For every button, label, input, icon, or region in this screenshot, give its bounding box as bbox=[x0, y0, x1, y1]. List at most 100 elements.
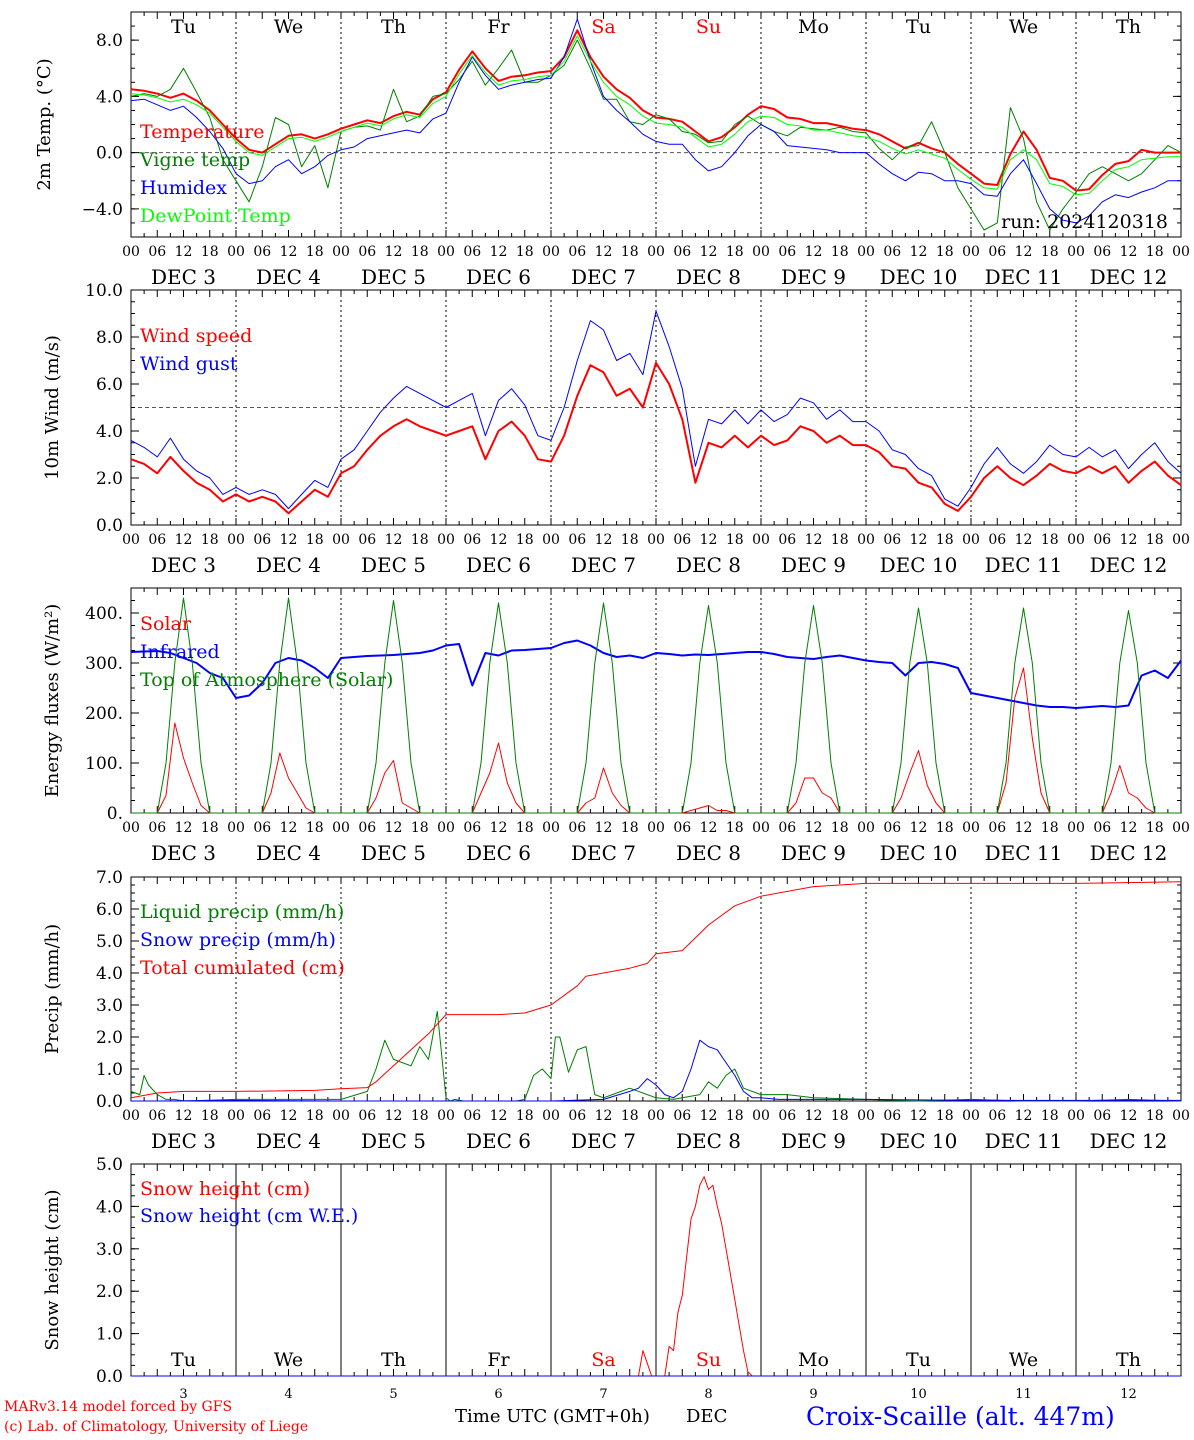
hour-tick-label: 00 bbox=[332, 244, 350, 260]
y-axis-title: Energy fluxes (W/m²) bbox=[42, 604, 63, 798]
hour-tick-label: 06 bbox=[883, 244, 901, 260]
hour-tick-label: 00 bbox=[437, 1108, 455, 1124]
hour-tick-label: 06 bbox=[883, 532, 901, 548]
hour-tick-label: 18 bbox=[201, 244, 219, 260]
hour-tick-label: 06 bbox=[463, 244, 481, 260]
legend-entry: Wind gust bbox=[140, 353, 238, 375]
time-axis-title: Time UTC (GMT+0h) bbox=[455, 1406, 650, 1427]
hour-tick-label: 06 bbox=[778, 820, 796, 836]
date-label: DEC 6 bbox=[466, 841, 531, 865]
hour-tick-label: 18 bbox=[411, 820, 429, 836]
precipitation-panel: 0.0 1.0 2.0 3.0 4.0 5.0 6.0 7.0 Precip (mm/h) 00 0… bbox=[42, 868, 1190, 1153]
legend-entry: Wind speed bbox=[140, 325, 252, 347]
date-label: DEC 7 bbox=[571, 1129, 636, 1153]
weekday-label: Mo bbox=[798, 16, 829, 38]
hour-tick-label: 12 bbox=[385, 820, 403, 836]
hour-tick-label: 00 bbox=[857, 820, 875, 836]
hour-tick-label: 00 bbox=[962, 1108, 980, 1124]
y-tick-label: 4.0 bbox=[96, 87, 123, 107]
hour-tick-label: 12 bbox=[175, 244, 193, 260]
hour-tick-label: 06 bbox=[148, 820, 166, 836]
date-label: DEC 11 bbox=[985, 553, 1063, 577]
hour-tick-label: 18 bbox=[1041, 820, 1059, 836]
hour-tick-label: 00 bbox=[857, 244, 875, 260]
hour-tick-label: 00 bbox=[542, 532, 560, 548]
model-credit: MARv3.14 model forced by GFS bbox=[4, 1399, 233, 1415]
hour-tick-label: 06 bbox=[673, 532, 691, 548]
weekday-label: Th bbox=[381, 16, 406, 38]
y-axis-title: 10m Wind (m/s) bbox=[42, 335, 63, 480]
series-line-2 bbox=[130, 881, 1182, 1099]
weekday-label: We bbox=[1009, 16, 1038, 38]
hour-tick-label: 18 bbox=[831, 820, 849, 836]
hour-tick-label: 12 bbox=[595, 244, 613, 260]
date-label: DEC 8 bbox=[676, 841, 741, 865]
hour-tick-label: 18 bbox=[621, 820, 639, 836]
hour-tick-label: 18 bbox=[516, 1108, 534, 1124]
date-label: DEC 12 bbox=[1090, 1129, 1168, 1153]
date-label: DEC 3 bbox=[151, 841, 216, 865]
hour-tick-label: 12 bbox=[1015, 820, 1033, 836]
hour-tick-label: 12 bbox=[385, 1108, 403, 1124]
series-line-1 bbox=[130, 310, 1182, 510]
hour-tick-label: 00 bbox=[647, 532, 665, 548]
hour-tick-label: 00 bbox=[1172, 244, 1190, 260]
y-tick-label: 0.0 bbox=[96, 516, 123, 536]
date-label: DEC 5 bbox=[361, 1129, 426, 1153]
series-line-1 bbox=[130, 39, 1182, 231]
hour-tick-label: 06 bbox=[988, 244, 1006, 260]
wind-panel: 0.0 2.0 4.0 6.0 8.0 10.0 10m Wind (m/s) 00 06 12 1… bbox=[42, 281, 1190, 577]
date-label: DEC 11 bbox=[985, 841, 1063, 865]
hour-tick-label: 06 bbox=[883, 1108, 901, 1124]
hour-tick-label: 18 bbox=[1146, 244, 1164, 260]
hour-tick-label: 12 bbox=[910, 244, 928, 260]
weekday-label: Fr bbox=[487, 16, 510, 38]
station-name: Croix-Scaille (alt. 447m) bbox=[806, 1402, 1115, 1431]
hour-tick-label: 00 bbox=[542, 820, 560, 836]
hour-tick-label: 06 bbox=[1093, 820, 1111, 836]
legend-entry: Humidex bbox=[140, 177, 227, 199]
weekday-label: Th bbox=[381, 1349, 406, 1371]
hour-tick-label: 12 bbox=[280, 532, 298, 548]
hour-tick-label: 00 bbox=[332, 1108, 350, 1124]
series-line-1 bbox=[131, 1039, 1181, 1102]
hour-tick-label: 00 bbox=[437, 532, 455, 548]
hour-tick-label: 18 bbox=[1146, 532, 1164, 548]
hour-tick-label: 12 bbox=[595, 820, 613, 836]
hour-tick-label: 12 bbox=[490, 244, 508, 260]
hour-tick-label: 06 bbox=[883, 820, 901, 836]
hour-tick-label: 18 bbox=[621, 244, 639, 260]
hour-tick-label: 06 bbox=[148, 244, 166, 260]
date-label: DEC 7 bbox=[571, 553, 636, 577]
hour-tick-label: 00 bbox=[1067, 1108, 1085, 1124]
hour-tick-label: 12 bbox=[700, 532, 718, 548]
hour-tick-label: 18 bbox=[936, 244, 954, 260]
energy-flux-panel: 0. 100. 200. 300. 400. Energy fluxes (W/m²) 00… bbox=[42, 587, 1190, 865]
y-tick-label: 5.0 bbox=[96, 932, 123, 952]
hour-tick-label: 12 bbox=[700, 244, 718, 260]
date-label: DEC 5 bbox=[361, 553, 426, 577]
y-tick-label: 1.0 bbox=[96, 1060, 123, 1080]
day-number: 8 bbox=[704, 1387, 712, 1400]
y-axis-title: Snow height (cm) bbox=[42, 1189, 63, 1350]
weekday-label: Th bbox=[1116, 16, 1141, 38]
y-tick-label: 4.0 bbox=[96, 1197, 123, 1217]
legend-entry: Vigne temp bbox=[139, 149, 250, 171]
hour-tick-label: 00 bbox=[122, 532, 140, 548]
y-tick-label: 2.0 bbox=[96, 1028, 123, 1048]
hour-tick-label: 18 bbox=[516, 532, 534, 548]
hour-tick-label: 06 bbox=[568, 1108, 586, 1124]
day-number: 11 bbox=[1015, 1387, 1032, 1400]
meteogram: −4.0 0.0 4.0 8.0 2m Temp. (°C) 00 06 12 18 00 06 12… bbox=[34, 11, 1190, 1400]
hour-tick-label: 12 bbox=[175, 532, 193, 548]
hour-tick-label: 12 bbox=[805, 1108, 823, 1124]
hour-tick-label: 06 bbox=[253, 1108, 271, 1124]
hour-tick-label: 00 bbox=[752, 1108, 770, 1124]
hour-tick-label: 00 bbox=[962, 532, 980, 548]
date-label: DEC 10 bbox=[880, 265, 958, 289]
y-tick-label: 8.0 bbox=[96, 328, 123, 348]
hour-tick-label: 12 bbox=[595, 1108, 613, 1124]
run-annotation: run: 2024120318 bbox=[1001, 211, 1168, 233]
date-label: DEC 8 bbox=[676, 1129, 741, 1153]
y-axis-title: 2m Temp. (°C) bbox=[34, 58, 55, 190]
